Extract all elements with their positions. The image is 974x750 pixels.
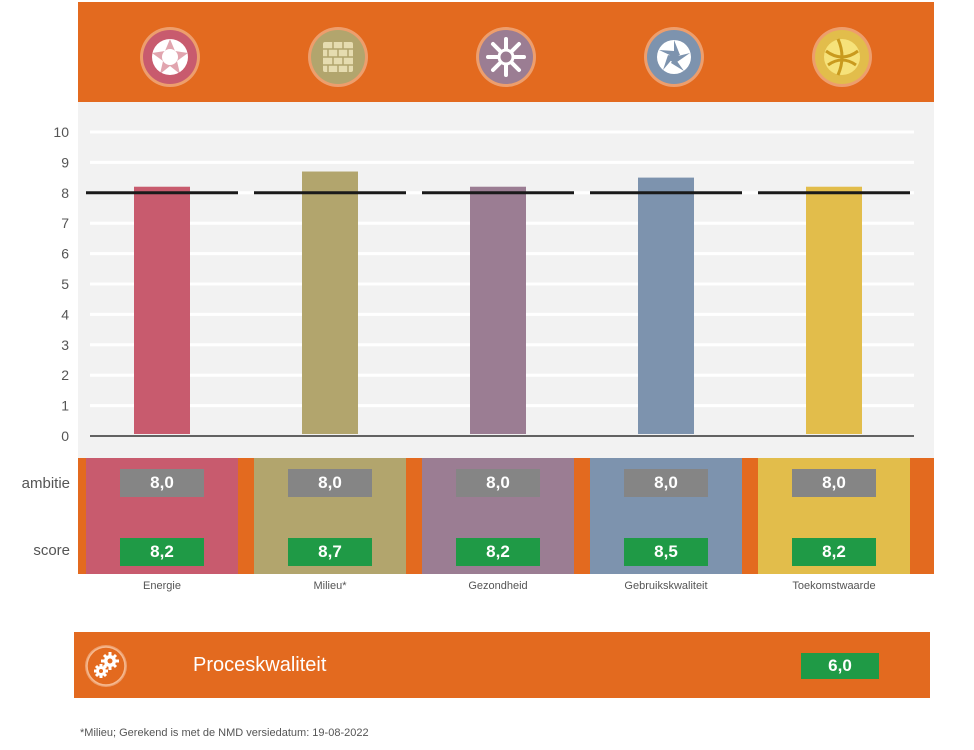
process-quality-label: Proceskwaliteit — [193, 654, 327, 676]
category-label: Milieu* — [313, 580, 347, 592]
ambition-value: 8,0 — [456, 469, 540, 497]
y-tick-label: 9 — [61, 154, 69, 170]
footnote: *Milieu; Gerekend is met de NMD versieda… — [80, 727, 369, 739]
toekomstwaarde-icon — [812, 27, 872, 87]
score-value: 8,2 — [792, 538, 876, 566]
ambition-row-label: ambitie — [21, 475, 70, 492]
milieu-icon — [308, 27, 368, 87]
bar-5 — [806, 186, 862, 434]
ambition-value: 8,0 — [288, 469, 372, 497]
score-value: 8,7 — [288, 538, 372, 566]
y-tick-label: 6 — [61, 246, 69, 262]
y-tick-label: 3 — [61, 337, 69, 353]
gezondheid-icon — [476, 27, 536, 87]
energie-icon — [140, 27, 200, 87]
y-tick-label: 8 — [61, 185, 69, 201]
ambition-value: 8,0 — [624, 469, 708, 497]
gebruikskwaliteit-icon — [644, 27, 704, 87]
score-value: 8,2 — [120, 538, 204, 566]
process-quality-bar: Proceskwaliteit 6,0 — [74, 632, 930, 698]
bar-4 — [638, 177, 694, 434]
category-label: Gezondheid — [468, 580, 528, 592]
category-label: Energie — [143, 580, 181, 592]
ambition-value: 8,0 — [120, 469, 204, 497]
process-quality-score: 6,0 — [801, 653, 879, 679]
y-tick-label: 0 — [61, 428, 69, 444]
y-tick-label: 4 — [61, 306, 69, 322]
gears-icon — [85, 645, 127, 687]
y-tick-label: 1 — [61, 398, 69, 414]
category-label: Toekomstwaarde — [792, 580, 876, 592]
bar-3 — [470, 186, 526, 434]
bar-chart: 0 1 2 3 4 5 6 7 8 9 10 — [53, 124, 914, 444]
bar-1 — [134, 186, 190, 434]
category-label: Gebruikskwaliteit — [624, 580, 708, 592]
ambition-value: 8,0 — [792, 469, 876, 497]
score-value: 8,2 — [456, 538, 540, 566]
y-tick-label: 7 — [61, 215, 69, 231]
bar-2 — [302, 171, 358, 434]
y-tick-label: 2 — [61, 367, 69, 383]
y-tick-label: 5 — [61, 276, 69, 292]
y-tick-label: 10 — [53, 124, 69, 140]
score-value: 8,5 — [624, 538, 708, 566]
score-row-label: score — [33, 542, 70, 559]
category-icon-band — [78, 2, 934, 102]
